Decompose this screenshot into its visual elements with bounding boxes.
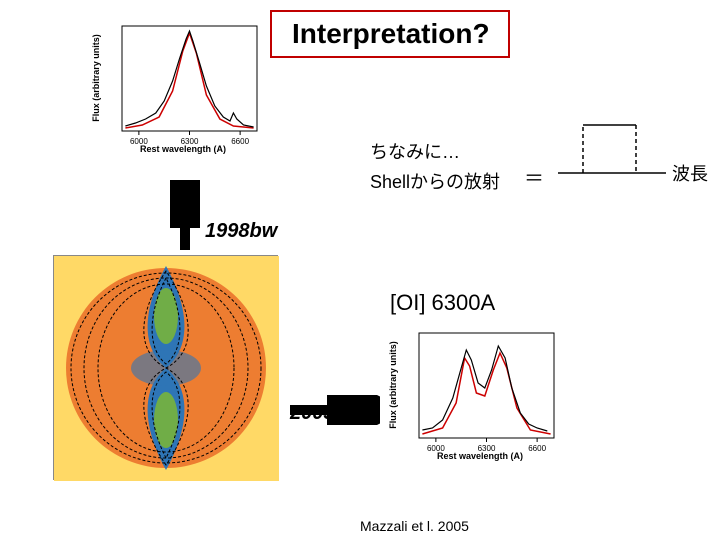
chart2-svg: 600063006600 [397,325,562,465]
chart-1998bw: 600063006600 Flux (arbitrary units) Rest… [100,18,265,158]
schematic-profile [558,115,668,180]
wavelength-label: 波長 [672,160,708,186]
shell-emission-label: Shellからの放射 [370,168,500,194]
simulation-image [53,255,278,480]
citation-text: Mazzali et l. 2005 [360,518,469,534]
chart1-svg: 600063006600 [100,18,265,158]
chart1-xlabel: Rest wavelength (A) [140,144,226,154]
svg-text:6600: 6600 [528,444,546,453]
title-box: Interpretation? [270,10,510,58]
oi-6300-label: [OI] 6300A [390,290,495,316]
arrow-right [285,395,380,425]
sn-1998bw-label: 1998bw [205,220,277,243]
svg-text:6600: 6600 [231,137,249,146]
title-text: Interpretation? [292,18,490,49]
chart2-xlabel: Rest wavelength (A) [437,451,523,461]
chart2-ylabel: Flux (arbitrary units) [388,341,398,429]
equals-sign: ＝ [524,162,544,191]
note-chinamini: ちなみに… [370,138,460,164]
chart-2003jd: 600063006600 Flux (arbitrary units) Rest… [397,325,562,465]
arrow-up [170,180,200,255]
chart1-ylabel: Flux (arbitrary units) [91,34,101,122]
